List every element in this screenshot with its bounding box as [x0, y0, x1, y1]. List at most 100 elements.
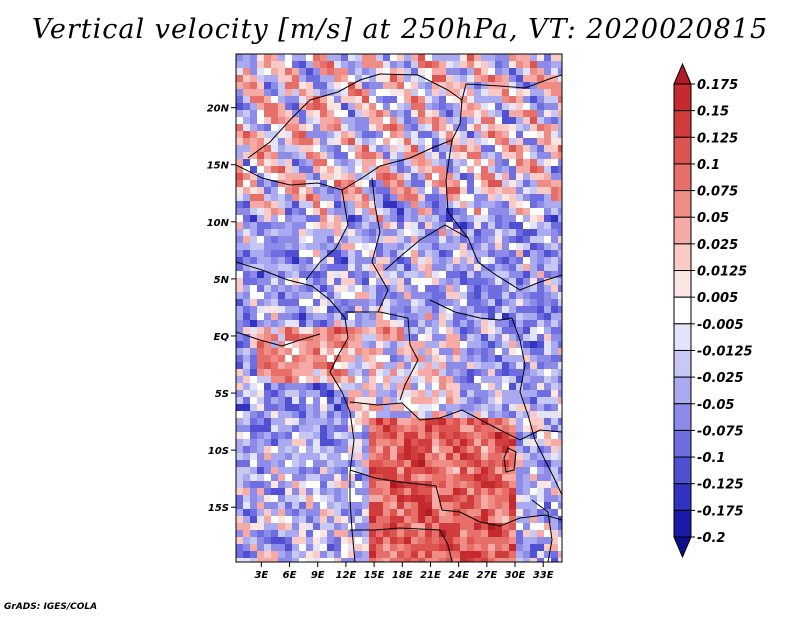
field-cell	[306, 236, 314, 244]
field-cell	[432, 425, 440, 433]
field-cell	[257, 75, 265, 83]
field-cell	[292, 201, 300, 209]
field-cell	[432, 488, 440, 496]
field-cell	[257, 96, 265, 104]
field-cell	[285, 383, 293, 391]
field-cell	[383, 173, 391, 181]
field-cell	[551, 404, 559, 412]
field-cell	[418, 460, 426, 468]
field-cell	[236, 348, 244, 356]
field-cell	[299, 159, 307, 167]
field-cell	[530, 271, 538, 279]
field-cell	[404, 271, 412, 279]
field-cell	[348, 208, 356, 216]
field-cell	[516, 250, 524, 258]
field-cell	[299, 187, 307, 195]
field-cell	[516, 208, 524, 216]
field-cell	[383, 530, 391, 538]
field-cell	[390, 488, 398, 496]
field-cell	[509, 138, 517, 146]
field-cell	[362, 390, 370, 398]
x-tick-label: 12E	[336, 570, 357, 581]
field-cell	[341, 278, 349, 286]
field-cell	[355, 481, 363, 489]
field-cell	[250, 159, 258, 167]
field-cell	[383, 243, 391, 251]
field-cell	[369, 544, 377, 552]
field-cell	[348, 327, 356, 335]
field-cell	[432, 96, 440, 104]
field-cell	[313, 383, 321, 391]
field-cell	[257, 481, 265, 489]
field-cell	[502, 313, 510, 321]
field-cell	[516, 348, 524, 356]
field-cell	[250, 61, 258, 69]
field-cell	[264, 299, 272, 307]
field-cell	[383, 376, 391, 384]
field-cell	[306, 138, 314, 146]
field-cell	[425, 152, 433, 160]
field-cell	[558, 411, 562, 419]
field-cell	[530, 544, 538, 552]
field-cell	[509, 117, 517, 125]
field-cell	[264, 537, 272, 545]
field-cell	[432, 152, 440, 160]
field-cell	[537, 495, 545, 503]
field-cell	[327, 250, 335, 258]
field-cell	[320, 215, 328, 223]
field-cell	[348, 509, 356, 517]
field-cell	[236, 271, 244, 279]
field-cell	[404, 285, 412, 293]
field-cell	[502, 334, 510, 342]
field-cell	[320, 474, 328, 482]
field-cell	[404, 124, 412, 132]
field-cell	[243, 551, 251, 559]
field-cell	[523, 558, 531, 562]
field-cell	[236, 194, 244, 202]
field-cell	[467, 558, 475, 562]
field-cell	[544, 292, 552, 300]
field-cell	[558, 194, 562, 202]
field-cell	[425, 530, 433, 538]
field-cell	[264, 439, 272, 447]
field-cell	[432, 544, 440, 552]
field-cell	[530, 551, 538, 559]
field-cell	[523, 264, 531, 272]
field-cell	[236, 117, 244, 125]
field-cell	[467, 96, 475, 104]
field-cell	[390, 376, 398, 384]
field-cell	[278, 243, 286, 251]
field-cell	[404, 208, 412, 216]
field-cell	[243, 558, 251, 562]
field-cell	[313, 558, 321, 562]
field-cell	[376, 173, 384, 181]
field-cell	[278, 264, 286, 272]
field-cell	[299, 145, 307, 153]
field-cell	[376, 355, 384, 363]
field-cell	[474, 54, 482, 62]
field-cell	[285, 285, 293, 293]
field-cell	[341, 257, 349, 265]
field-cell	[537, 173, 545, 181]
field-cell	[523, 390, 531, 398]
field-cell	[320, 355, 328, 363]
field-cell	[334, 89, 342, 97]
field-cell	[502, 327, 510, 335]
field-cell	[264, 327, 272, 335]
field-cell	[530, 187, 538, 195]
field-cell	[299, 348, 307, 356]
field-cell	[355, 159, 363, 167]
field-cell	[502, 222, 510, 230]
field-cell	[495, 551, 503, 559]
field-cell	[313, 341, 321, 349]
field-cell	[537, 61, 545, 69]
field-cell	[425, 229, 433, 237]
field-cell	[334, 166, 342, 174]
field-cell	[418, 201, 426, 209]
field-cell	[236, 299, 244, 307]
field-cell	[334, 495, 342, 503]
field-cell	[306, 159, 314, 167]
field-cell	[334, 82, 342, 90]
field-cell	[285, 166, 293, 174]
field-cell	[432, 376, 440, 384]
